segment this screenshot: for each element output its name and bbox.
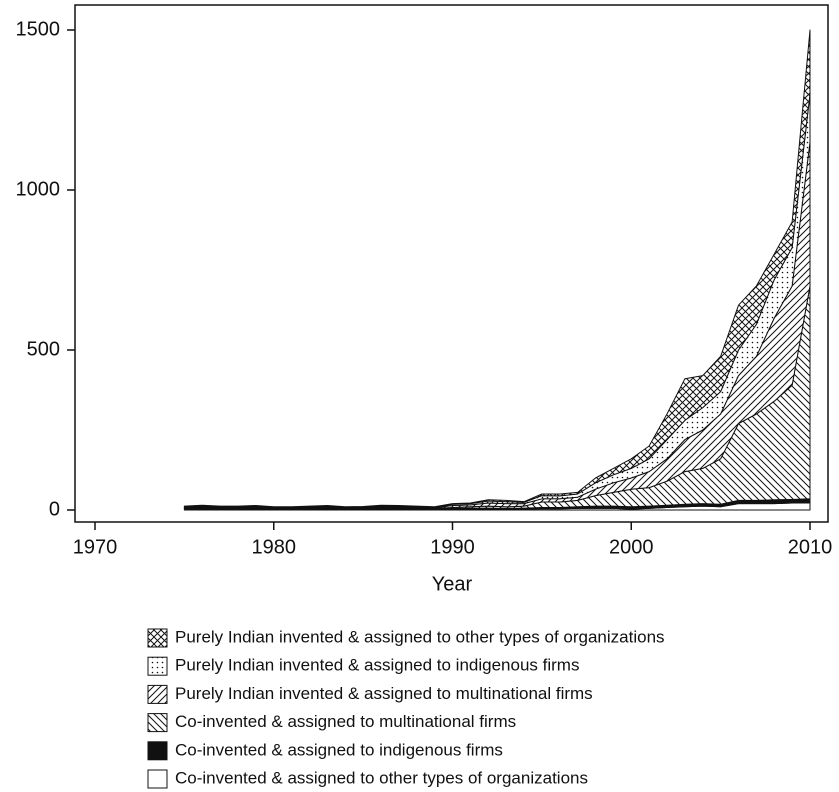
legend-swatch xyxy=(147,741,168,761)
legend-label: Co-invented & assigned to indigenous fir… xyxy=(175,740,503,759)
legend-label: Purely Indian invented & assigned to ind… xyxy=(175,656,579,675)
x-tick-label: 1990 xyxy=(430,536,475,558)
legend-swatch xyxy=(147,713,168,733)
x-tick-label: 2000 xyxy=(609,536,654,558)
x-tick-label: 1980 xyxy=(252,536,297,558)
legend-swatch xyxy=(147,656,168,676)
plot-frame xyxy=(74,4,829,523)
legend-label: Co-invented & assigned to other types of… xyxy=(175,768,588,787)
legend-label: Purely Indian invented & assigned to mul… xyxy=(175,684,593,703)
x-tick-label: 1970 xyxy=(73,536,118,558)
legend-label: Purely Indian invented & assigned to oth… xyxy=(175,627,665,646)
y-tick-label: 1000 xyxy=(16,178,61,200)
area xyxy=(183,141,811,509)
legend-swatch xyxy=(147,684,168,704)
legend-swatch xyxy=(147,628,168,648)
x-tick-label: 2010 xyxy=(788,536,833,558)
area xyxy=(183,29,811,508)
legend-label: Co-invented & assigned to multinational … xyxy=(175,712,516,731)
y-tick-label: 500 xyxy=(27,338,60,360)
legend-swatch xyxy=(147,769,168,789)
y-tick-label: 1500 xyxy=(16,18,61,40)
y-tick-label: 0 xyxy=(49,498,60,520)
x-axis-label: Year xyxy=(432,573,473,595)
